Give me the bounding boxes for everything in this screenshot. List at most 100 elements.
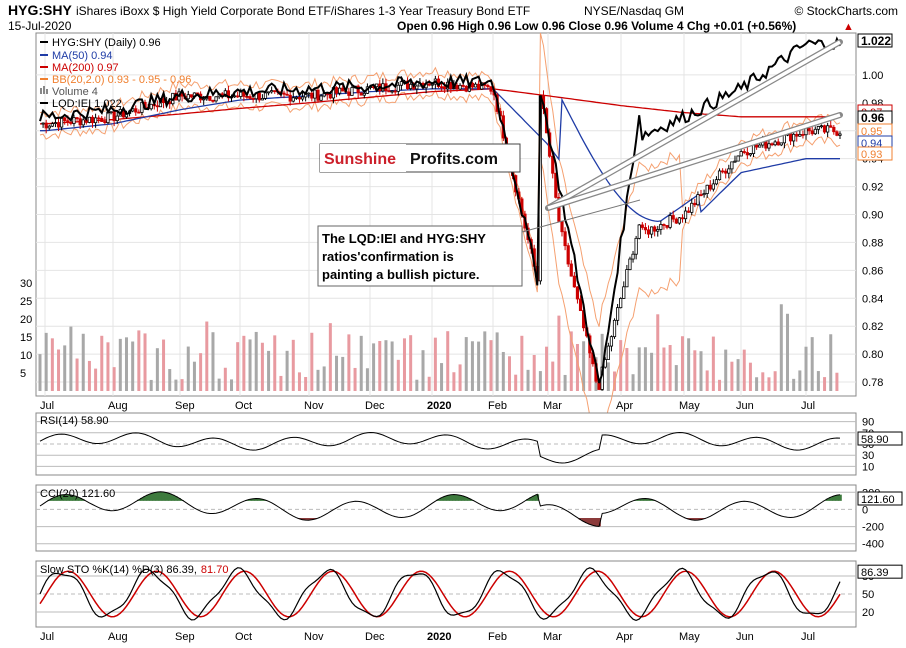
candle-body <box>50 123 54 127</box>
candle-body <box>257 92 261 101</box>
volume-bar <box>718 379 722 391</box>
stats-line: Open 0.96 High 0.96 Low 0.96 Close 0.96 … <box>397 19 796 33</box>
candle-body <box>347 91 351 96</box>
volume-bar <box>242 335 246 391</box>
volume-bar <box>168 369 172 391</box>
osc-badge-text: 58.90 <box>861 434 889 446</box>
logo-part2: Profits.com <box>410 151 498 168</box>
candle-body <box>832 126 836 133</box>
candle-body <box>285 93 289 96</box>
candle-body <box>149 103 153 110</box>
candle-body <box>711 183 715 190</box>
candle-body <box>727 168 731 174</box>
candle-body <box>409 83 413 89</box>
legend-lqd: LQD:IEI 1.022 <box>52 98 122 110</box>
candle-body <box>300 96 305 100</box>
volume-bar <box>248 339 252 391</box>
price-tick-label: 0.86 <box>862 265 883 277</box>
candle-body <box>822 125 827 133</box>
volume-bar <box>785 313 789 391</box>
legend-ma50: MA(50) 0.94 <box>52 50 113 62</box>
volume-bar <box>526 369 530 391</box>
osc-tick-label: -400 <box>862 539 884 551</box>
volume-bar <box>662 347 666 391</box>
rsi-line <box>39 431 841 464</box>
candle-body <box>758 144 762 148</box>
legend-volume: Volume 4 <box>52 86 98 98</box>
candle-body <box>792 133 796 142</box>
price-tick-label: 1.00 <box>862 70 883 82</box>
candle-body <box>41 122 45 125</box>
ma200-line <box>40 88 840 125</box>
candle-body <box>137 111 141 114</box>
volume-bar <box>798 370 802 391</box>
candle-body <box>53 122 58 125</box>
x-tick-label: Oct <box>235 400 252 412</box>
volume-bar <box>421 350 425 391</box>
candle-body <box>628 258 632 270</box>
candle-body <box>464 85 468 92</box>
volume-bar <box>38 354 42 391</box>
osc-badge <box>857 491 903 506</box>
price-tick-label: 0.82 <box>862 321 883 333</box>
ma50-line <box>40 88 840 223</box>
volume-bar <box>532 355 536 391</box>
volume-bar <box>50 338 54 391</box>
osc-badge <box>857 431 903 446</box>
volume-bar <box>87 360 91 391</box>
price-tick-label: 0.90 <box>862 210 883 222</box>
candle-body <box>721 170 725 173</box>
candle-body <box>563 231 567 247</box>
volume-bar <box>507 356 511 391</box>
volume-bar <box>464 337 468 391</box>
candle-body <box>566 245 570 265</box>
volume-bar <box>835 372 839 391</box>
volume-bar <box>600 333 604 391</box>
osc-tick-label: 10 <box>862 461 874 473</box>
sto-d-line <box>39 570 841 618</box>
candle-body <box>736 155 740 162</box>
candle-body <box>646 229 651 235</box>
volume-bar <box>131 341 135 391</box>
candle-body <box>470 82 475 88</box>
candle-body <box>334 87 339 94</box>
volume-bar <box>693 350 697 391</box>
volume-bar <box>415 379 419 391</box>
volume-bar <box>106 342 110 391</box>
price-grid <box>36 33 856 396</box>
candle-body <box>282 92 286 95</box>
candle-body <box>560 220 564 233</box>
candle-body <box>338 87 342 94</box>
x-tick-label: Mar <box>543 400 562 412</box>
volume-bar <box>162 339 166 391</box>
cci-line <box>39 491 841 527</box>
candle-body <box>375 83 379 88</box>
candle-body <box>801 134 805 136</box>
candle-body <box>461 84 465 87</box>
candle-body <box>350 87 354 96</box>
volume-bar <box>174 379 178 391</box>
volume-bar <box>656 314 660 391</box>
candle-body <box>273 90 277 92</box>
volume-bar <box>149 379 153 391</box>
candle-body <box>616 307 620 321</box>
symbol-description: iShares iBoxx $ High Yield Corporate Bon… <box>76 4 530 18</box>
candle-body <box>578 298 583 312</box>
candle-body <box>47 125 51 129</box>
cci-grid <box>36 491 856 545</box>
volume-bar <box>631 374 635 391</box>
volume-bar <box>810 337 814 391</box>
candle-body <box>489 86 493 92</box>
candle-body <box>248 96 252 99</box>
volume-bar <box>446 331 450 391</box>
candle-body <box>770 143 774 146</box>
x-tick-label: Jun <box>736 631 754 643</box>
x-tick-label: Feb <box>488 400 507 412</box>
volume-bar <box>440 363 444 391</box>
x-tick-label: May <box>679 631 700 643</box>
candle-body <box>838 133 842 136</box>
price-badge-text: 1.022 <box>861 34 891 48</box>
volume-bar <box>118 338 122 391</box>
symbol-title: HYG:SHY <box>8 2 72 18</box>
volume-tick-label: 20 <box>20 314 32 326</box>
